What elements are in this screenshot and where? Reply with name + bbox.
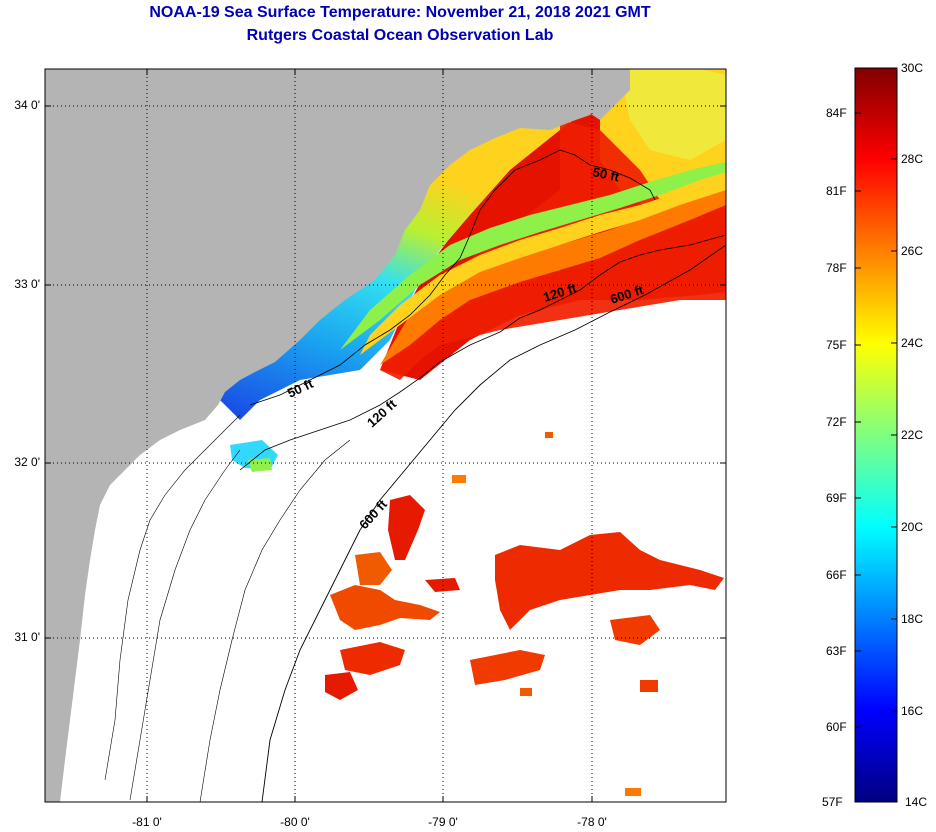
warm-patch-south-6 bbox=[325, 672, 358, 700]
front-green-band bbox=[340, 162, 726, 350]
colorbar-f-81: 81F bbox=[826, 184, 847, 198]
colorbar-f-63: 63F bbox=[826, 644, 847, 658]
lon-label-81: -81 0' bbox=[132, 815, 162, 829]
chart-subtitle: Rutgers Coastal Ocean Observation Lab bbox=[246, 27, 554, 44]
warm-patch-south-5 bbox=[340, 642, 405, 675]
colorbar-c-20: 20C bbox=[901, 520, 924, 534]
colorbar-ticks bbox=[855, 112, 897, 728]
colorbar-c-14: 14C bbox=[905, 795, 928, 809]
colorbar-c-16: 16C bbox=[901, 704, 924, 718]
warm-patch-south-10 bbox=[640, 680, 658, 692]
warm-patch-south-8 bbox=[610, 615, 660, 645]
colorbar-c-18: 18C bbox=[901, 612, 924, 626]
lat-label-33: 33 0' bbox=[14, 277, 40, 291]
lat-label-34: 34 0' bbox=[14, 98, 40, 112]
tick-marks bbox=[45, 69, 726, 802]
map-frame bbox=[44, 68, 727, 803]
warm-patch-south-14 bbox=[545, 432, 553, 438]
lat-label-32: 32 0' bbox=[14, 455, 40, 469]
warm-patch-south-2 bbox=[330, 585, 440, 630]
warm-patch-south-1 bbox=[495, 532, 724, 630]
warm-patch-south-12 bbox=[625, 788, 641, 796]
isobath-600ft bbox=[261, 244, 726, 802]
contour-label-50ft-north: 50 ft bbox=[591, 164, 621, 184]
isobath-120ft bbox=[239, 234, 726, 471]
warm-patch-south-13 bbox=[452, 475, 466, 483]
lat-label-31: 31 0' bbox=[14, 630, 40, 644]
warm-patch-south-3 bbox=[388, 495, 425, 560]
colorbar-f-75: 75F bbox=[826, 338, 847, 352]
colorbar-c-24: 24C bbox=[901, 336, 924, 350]
colorbar-c-30: 30C bbox=[901, 61, 924, 75]
northeast-yellow-patch bbox=[620, 69, 726, 160]
colorbar-f-60: 60F bbox=[826, 720, 847, 734]
colorbar-f-57: 57F bbox=[822, 795, 843, 809]
warm-patch-south-7 bbox=[470, 650, 545, 685]
lon-label-79: -79 0' bbox=[428, 815, 458, 829]
front-orange-band bbox=[380, 185, 726, 365]
warm-patch-south-11 bbox=[520, 688, 532, 696]
colorbar bbox=[854, 67, 898, 803]
colorbar-f-84: 84F bbox=[826, 106, 847, 120]
isobath-50ft bbox=[249, 149, 656, 406]
chart-title: NOAA-19 Sea Surface Temperature: Novembe… bbox=[149, 4, 651, 21]
warm-patch-south-4 bbox=[355, 552, 392, 585]
front-yellow-band bbox=[360, 178, 726, 355]
coastline-detail bbox=[104, 414, 351, 802]
colorbar-c-28: 28C bbox=[901, 152, 924, 166]
colorbar-c-22: 22C bbox=[901, 428, 924, 442]
lon-label-78: -78 0' bbox=[577, 815, 607, 829]
green-patch-1 bbox=[248, 458, 272, 472]
land-mainland bbox=[45, 69, 630, 802]
lon-label-80: -80 0' bbox=[280, 815, 310, 829]
colorbar-f-78: 78F bbox=[826, 261, 847, 275]
colorbar-f-66: 66F bbox=[826, 568, 847, 582]
graticule bbox=[45, 69, 726, 802]
colorbar-c-26: 26C bbox=[901, 244, 924, 258]
colorbar-f-72: 72F bbox=[826, 415, 847, 429]
land-barrier-island bbox=[585, 69, 630, 120]
colorbar-f-69: 69F bbox=[826, 491, 847, 505]
